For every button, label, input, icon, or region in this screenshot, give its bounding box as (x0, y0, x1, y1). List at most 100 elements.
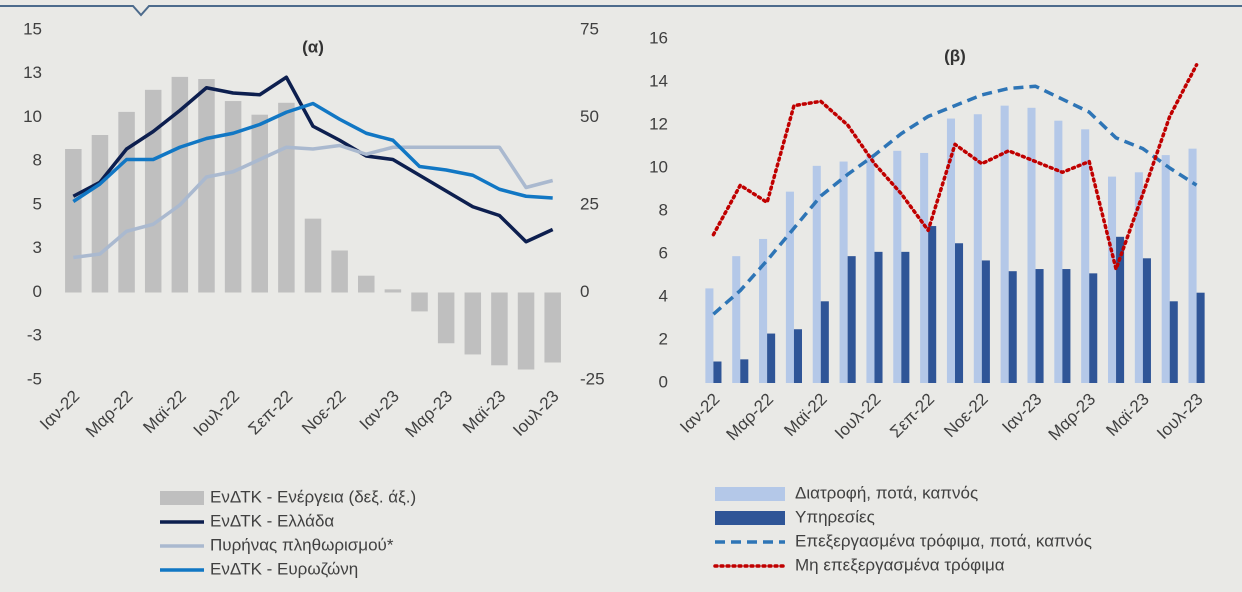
y-tick-label: 6 (659, 243, 668, 262)
legend-label: Υπηρεσίες (795, 507, 875, 526)
bar (437, 292, 455, 344)
y-tick-label: 0 (659, 372, 668, 391)
x-tick-label: Ιαν-23 (356, 387, 403, 434)
x-tick-label: Ιαν-23 (998, 390, 1045, 437)
legend-label: Διατροφή, ποτά, καπνός (795, 483, 978, 502)
bar (740, 359, 749, 383)
legend-label: Επεξεργασμένα τρόφιμα, ποτά, καπνός (795, 531, 1092, 550)
y-tick-label: 2 (659, 329, 668, 348)
bar (1008, 271, 1017, 383)
y-tick-label: 12 (649, 114, 668, 133)
legend-label: ΕνΔΤΚ - Ελλάδα (210, 511, 334, 530)
bar (1081, 129, 1090, 383)
x-tick-label: Ιαν-22 (36, 387, 83, 434)
bar (874, 251, 883, 383)
y-tick-label: 16 (649, 28, 668, 47)
x-tick-label: Ιουλ-23 (1153, 390, 1206, 443)
y-tick-label: 13 (23, 63, 42, 82)
bar (224, 101, 242, 293)
bar (732, 256, 741, 383)
bar (946, 118, 955, 384)
x-tick-label: Ιουλ-22 (190, 387, 243, 440)
line (72, 101, 553, 203)
y-tick-label: 3 (33, 238, 42, 257)
x-tick-label: Μαρ-22 (722, 390, 777, 445)
x-tick-label: Μαρ-23 (1045, 390, 1100, 445)
y-tick-label: 15 (23, 19, 42, 38)
bar (1169, 301, 1178, 383)
legend-label: ΕνΔΤΚ - Ενέργεια (δεξ. άξ.) (210, 487, 416, 506)
bar (973, 114, 982, 383)
x-tick-label: Μαρ-23 (402, 387, 457, 442)
y2-tick-label: 0 (580, 282, 589, 301)
bar (1089, 273, 1098, 383)
bar (144, 89, 162, 293)
x-tick-label: Μαϊ-22 (139, 387, 189, 437)
line (72, 75, 554, 244)
x-tick-label: Ιουλ-23 (509, 387, 562, 440)
bar (65, 149, 82, 293)
bar (981, 260, 990, 383)
bar (1116, 236, 1125, 383)
bar (358, 275, 375, 293)
bar (278, 102, 295, 293)
bar (793, 329, 802, 383)
bar (713, 361, 722, 383)
bar (331, 250, 348, 293)
legend-label: Μη επεξεργασμένα τρόφιμα (795, 555, 1005, 574)
y-tick-label: 5 (33, 194, 42, 213)
y-tick-label: -5 (27, 369, 42, 388)
bar (251, 114, 268, 293)
bar (893, 150, 902, 383)
bar (171, 76, 189, 293)
bar (1188, 148, 1197, 383)
bar (1062, 269, 1071, 383)
bar (839, 161, 848, 383)
bar (767, 333, 776, 383)
x-tick-label: Μαϊ-22 (780, 390, 830, 440)
bar (1142, 258, 1151, 383)
bar (1054, 120, 1063, 383)
header-rule (0, 5, 1242, 17)
bar (705, 288, 714, 383)
y-tick-label: -3 (27, 326, 42, 345)
bar (847, 256, 856, 383)
bar (118, 111, 135, 293)
line (711, 63, 1199, 271)
bar (1035, 269, 1044, 383)
bar (812, 165, 821, 383)
bar (928, 226, 937, 383)
y2-tick-label: -25 (580, 369, 605, 388)
y-tick-label: 4 (659, 286, 668, 305)
bar (517, 292, 535, 370)
x-tick-label: Ιαν-22 (676, 390, 723, 437)
y-tick-label: 10 (649, 157, 668, 176)
y2-tick-label: 50 (580, 107, 599, 126)
x-tick-label: Σεπ-22 (244, 387, 296, 439)
panel-title: (α) (302, 37, 324, 56)
legend-swatch (715, 511, 785, 525)
bar (1134, 172, 1143, 383)
x-tick-label: Σεπ-22 (886, 390, 938, 442)
bar (1000, 105, 1009, 384)
y-tick-label: 8 (33, 151, 42, 170)
bar (1196, 292, 1205, 383)
x-tick-label: Ιουλ-22 (831, 390, 884, 443)
line (712, 84, 1198, 316)
y2-tick-label: 75 (580, 19, 599, 38)
bar (198, 79, 215, 293)
x-tick-label: Μαϊ-23 (459, 387, 509, 437)
bar (901, 251, 910, 383)
bar (464, 292, 482, 355)
bar (491, 292, 508, 366)
bar (1108, 176, 1117, 383)
panel-title: (β) (944, 46, 966, 65)
bar (785, 191, 794, 383)
bar (304, 218, 322, 293)
bar (820, 301, 829, 383)
legend-swatch (160, 491, 204, 505)
bar (866, 155, 875, 383)
bar (1027, 107, 1036, 384)
bar (920, 152, 929, 383)
